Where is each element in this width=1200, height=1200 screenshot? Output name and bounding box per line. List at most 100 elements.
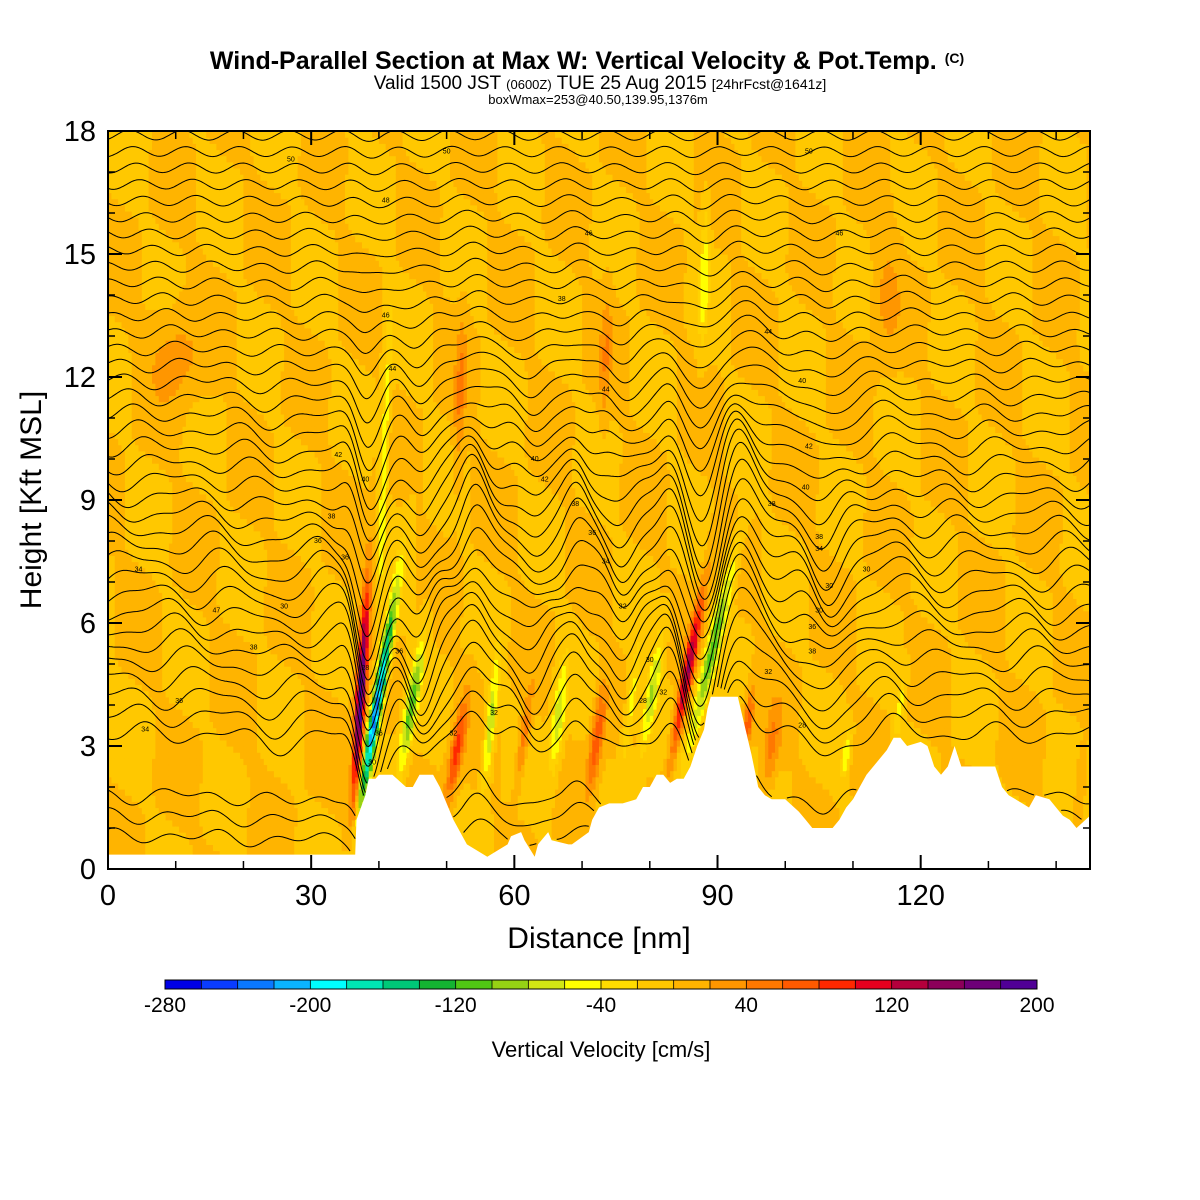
velocity-cell <box>111 383 116 390</box>
velocity-cell <box>124 653 129 661</box>
velocity-cell <box>138 192 143 200</box>
velocity-cell <box>155 389 160 397</box>
velocity-cell <box>121 518 126 526</box>
velocity-cell <box>138 807 143 815</box>
velocity-cell <box>165 278 170 286</box>
velocity-cell <box>145 733 150 741</box>
velocity-cell <box>165 438 170 446</box>
velocity-cell <box>138 500 143 507</box>
velocity-cell <box>131 395 136 403</box>
velocity-cell <box>111 266 116 274</box>
velocity-cell <box>145 266 150 274</box>
velocity-cell <box>152 506 157 513</box>
velocity-cell <box>145 229 150 237</box>
velocity-cell <box>135 186 140 194</box>
velocity-cell <box>108 149 112 157</box>
velocity-cell <box>114 315 119 323</box>
velocity-cell <box>138 143 143 151</box>
velocity-cell <box>135 530 140 538</box>
velocity-cell <box>162 377 167 384</box>
velocity-cell <box>179 598 184 606</box>
velocity-cell <box>155 297 160 304</box>
velocity-cell <box>168 789 173 796</box>
velocity-cell <box>165 481 170 489</box>
velocity-cell <box>124 795 129 802</box>
velocity-cell <box>138 672 143 679</box>
velocity-cell <box>135 549 140 556</box>
velocity-cell <box>121 131 126 138</box>
velocity-cell <box>138 186 143 194</box>
velocity-cell <box>111 487 116 495</box>
velocity-cell <box>141 813 146 821</box>
velocity-cell <box>141 254 146 261</box>
velocity-cell <box>108 561 112 569</box>
velocity-cell <box>162 438 167 446</box>
velocity-cell <box>138 653 143 661</box>
velocity-cell <box>128 303 133 310</box>
velocity-cell <box>128 721 133 729</box>
velocity-cell <box>131 469 136 476</box>
velocity-cell <box>162 616 167 624</box>
velocity-cell <box>108 635 112 643</box>
velocity-cell <box>148 377 153 384</box>
velocity-cell <box>124 432 129 440</box>
velocity-cell <box>121 364 126 372</box>
velocity-cell <box>114 266 119 274</box>
velocity-cell <box>155 235 160 243</box>
velocity-cell <box>172 832 177 839</box>
velocity-cell <box>148 254 153 261</box>
velocity-cell <box>148 524 153 532</box>
velocity-cell <box>141 290 146 298</box>
velocity-cell <box>152 180 157 187</box>
velocity-cell <box>118 321 123 329</box>
velocity-cell <box>165 377 170 384</box>
velocity-cell <box>175 272 180 280</box>
velocity-cell <box>128 733 133 741</box>
velocity-cell <box>128 389 133 397</box>
velocity-cell <box>128 272 133 280</box>
velocity-cell <box>141 524 146 532</box>
velocity-cell <box>111 641 116 649</box>
velocity-cell <box>162 715 167 722</box>
velocity-cell <box>118 813 123 821</box>
velocity-cell <box>165 235 170 243</box>
velocity-cell <box>148 235 153 243</box>
velocity-cell <box>118 475 123 483</box>
velocity-cell <box>179 764 184 772</box>
velocity-cell <box>148 149 153 157</box>
velocity-cell <box>118 493 123 501</box>
velocity-cell <box>158 518 163 526</box>
velocity-cell <box>155 487 160 495</box>
velocity-cell <box>175 696 180 704</box>
velocity-cell <box>128 530 133 538</box>
velocity-cell <box>152 456 157 464</box>
velocity-cell <box>108 813 112 821</box>
velocity-cell <box>114 155 119 163</box>
velocity-cell <box>175 370 180 378</box>
velocity-cell <box>131 512 136 520</box>
velocity-cell <box>121 450 126 458</box>
velocity-cell <box>168 143 173 151</box>
velocity-cell <box>114 463 119 470</box>
velocity-cell <box>118 290 123 298</box>
velocity-cell <box>111 666 116 673</box>
velocity-cell <box>114 364 119 372</box>
velocity-cell <box>114 758 119 766</box>
velocity-cell <box>138 616 143 624</box>
velocity-cell <box>152 155 157 163</box>
velocity-cell <box>135 561 140 569</box>
velocity-cell <box>162 420 167 427</box>
velocity-cell <box>175 413 180 421</box>
velocity-cell <box>168 604 173 612</box>
velocity-cell <box>121 536 126 544</box>
velocity-cell <box>148 678 153 686</box>
velocity-cell <box>162 186 167 194</box>
velocity-cell <box>121 481 126 489</box>
velocity-cell <box>155 358 160 366</box>
velocity-cell <box>118 174 123 181</box>
velocity-cell <box>111 321 116 329</box>
velocity-cell <box>135 167 140 175</box>
velocity-cell <box>165 549 170 556</box>
velocity-cell <box>158 340 163 347</box>
velocity-cell <box>141 463 146 470</box>
